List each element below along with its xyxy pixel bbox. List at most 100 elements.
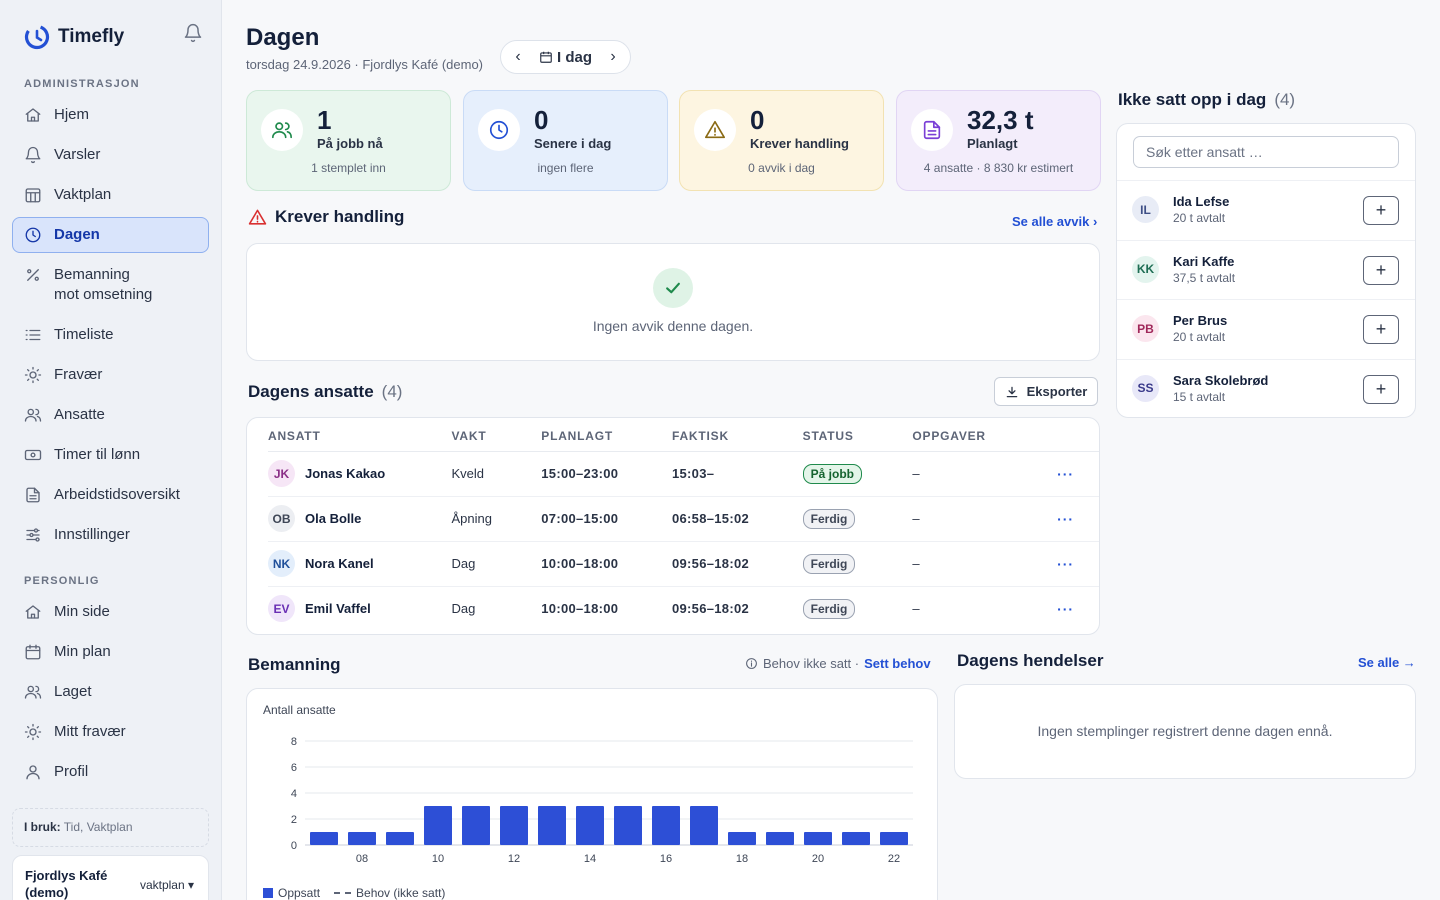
avatar: PB [1132, 315, 1159, 342]
prev-day-chevron-icon[interactable]: ‹ [515, 48, 521, 65]
x-tick-label: 14 [584, 853, 596, 865]
deviations-empty-text: Ingen avvik denne dagen. [592, 318, 754, 334]
stat-card-planlagt[interactable]: 32,3 t Planlagt 4 ansatte · 8 830 kr estim… [896, 90, 1101, 191]
unassigned-hours: 37,5 t avtalt [1173, 270, 1236, 285]
list-item: IL Ida Lefse 20 t avtalt + [1117, 180, 1415, 239]
sidebar-item-vaktplan[interactable]: Vaktplan [12, 177, 209, 213]
unassigned-title: Ikke satt opp i dag [1118, 90, 1267, 109]
row-actions-ellipsis-icon[interactable]: ··· [1057, 510, 1075, 527]
sidebar-item-min-plan[interactable]: Min plan [12, 634, 209, 670]
unassigned-hours: 20 t avtalt [1173, 211, 1226, 225]
unassigned-name: Ida Lefse [1173, 194, 1230, 209]
sidebar-item-fravaer[interactable]: Fravær [12, 357, 209, 393]
info-icon [746, 658, 757, 669]
stat-card-pa-jobb-na[interactable]: 1 På jobb nå 1 stemplet inn [246, 90, 451, 191]
employee-cell: JK Jonas Kakao [268, 460, 452, 487]
sidebar-item-varsler[interactable]: Varsler [12, 137, 209, 173]
row-actions-ellipsis-icon[interactable]: ··· [1057, 555, 1075, 572]
add-to-shift-button[interactable]: + [1363, 374, 1399, 404]
document-icon [26, 487, 40, 503]
chart-title: Antall ansatte [263, 703, 336, 717]
brand[interactable]: Timefly [24, 24, 124, 50]
sidebar-item-label: Timer til lønn [54, 446, 141, 463]
sidebar-item-hjem[interactable]: Hjem [12, 97, 209, 133]
avatar: EV [268, 595, 295, 623]
x-tick-label: 16 [660, 853, 672, 865]
y-tick-label: 0 [291, 840, 297, 852]
sidebar-item-arbeidstidsoversikt[interactable]: Arbeidstidsoversikt [12, 477, 209, 513]
stat-icon-wrap [911, 109, 953, 151]
document-icon [923, 120, 941, 140]
sidebar-item-laget[interactable]: Laget [12, 674, 209, 710]
sidebar-item-label: Laget [54, 683, 92, 700]
set-need-link[interactable]: Sett behov [864, 656, 931, 671]
stat-card-krever-handling[interactable]: 0 Krever handling 0 avvik i dag [679, 90, 884, 191]
planned-cell: 10:00–18:00 [541, 601, 619, 617]
table-row[interactable]: OB Ola Bolle Åpning 07:00–15:00 06:58–15:02 F… [268, 496, 1099, 542]
employee-name[interactable]: Ola Bolle [305, 511, 362, 526]
employee-search-input[interactable] [1133, 136, 1399, 168]
table-row[interactable]: JK Jonas Kakao Kveld 15:00–23:00 15:03– På jo… [268, 451, 1099, 497]
bar [880, 832, 908, 845]
x-tick-label: 20 [812, 853, 824, 865]
sidebar-item-min-side[interactable]: Min side [12, 594, 209, 630]
row-actions-ellipsis-icon[interactable]: ··· [1057, 465, 1075, 482]
sidebar-item-innstillinger[interactable]: Innstillinger [12, 517, 209, 553]
employee-name[interactable]: Nora Kanel [305, 556, 374, 571]
export-button[interactable]: Eksporter [994, 377, 1098, 406]
events-title: Dagens hendelser [957, 651, 1104, 670]
stat-card-senere-i-dag[interactable]: 0 Senere i dag ingen flere [463, 90, 668, 191]
bar [804, 832, 832, 845]
sidebar-item-dagen[interactable]: Dagen [12, 217, 209, 253]
employee-name[interactable]: Emil Vaffel [305, 601, 371, 617]
org-plan: vaktplan ▾ [139, 878, 194, 892]
y-tick-label: 6 [291, 762, 297, 774]
sidebar-item-label: Vaktplan [54, 186, 112, 203]
clock-icon [489, 120, 509, 140]
see-all-events-link[interactable]: Se alle → [1358, 655, 1416, 670]
employees-title: Dagens ansatte [248, 382, 374, 401]
x-tick-label: 08 [356, 853, 368, 865]
legend-need: Behov (ikke satt) [334, 886, 445, 900]
row-actions-ellipsis-icon[interactable]: ··· [1057, 600, 1075, 617]
sidebar-item-timer-til-lonn[interactable]: Timer til lønn [12, 437, 209, 473]
table-row[interactable]: NK Nora Kanel Dag 10:00–18:00 09:56–18:02 Fer… [268, 541, 1099, 587]
sidebar-item-label: Profil [54, 763, 89, 780]
unassigned-hours: 20 t avtalt [1173, 330, 1226, 344]
avatar: JK [268, 460, 295, 487]
unassigned-name: Per Brus [1173, 313, 1228, 328]
employee-name[interactable]: Jonas Kakao [305, 466, 386, 481]
sidebar-item-label: Ansatte [54, 406, 105, 423]
bar [500, 806, 528, 845]
table-row[interactable]: EV Emil Vaffel Dag 10:00–18:00 09:56–18:02 Fe… [268, 586, 1099, 631]
legend-staffed-swatch [263, 888, 273, 898]
column-header-faktisk: FAKTISK [671, 418, 803, 452]
add-to-shift-button[interactable]: + [1363, 196, 1399, 225]
status-badge: Ferdig [802, 508, 856, 529]
next-day-chevron-icon[interactable]: › [610, 48, 616, 65]
today-button[interactable]: I dag [539, 49, 592, 66]
list-item: SS Sara Skolebrød 15 t avtalt + [1117, 358, 1415, 418]
planned-cell: 15:00–23:00 [541, 451, 672, 497]
add-to-shift-button[interactable]: + [1363, 255, 1399, 285]
legend-need-label: Behov (ikke satt) [356, 886, 446, 900]
brand-name: Timefly [58, 26, 125, 47]
list-item: KK Kari Kaffe 37,5 t avtalt + [1117, 239, 1415, 299]
check-circle [653, 268, 693, 308]
sun-icon [24, 366, 42, 384]
sidebar-item-bemanning-mot-omsetning[interactable]: Bemanning mot omsetning [12, 257, 209, 313]
notifications-bell-icon[interactable] [183, 23, 203, 43]
add-to-shift-button[interactable]: + [1363, 315, 1399, 344]
sidebar-item-profil[interactable]: Profil [12, 754, 209, 790]
bar [310, 832, 338, 845]
legend-staffed: Oppsatt [263, 886, 320, 900]
see-all-deviations-link[interactable]: Se alle avvik › [1012, 214, 1098, 229]
sidebar-item-timeliste[interactable]: Timeliste [12, 317, 209, 353]
org-switcher[interactable]: Fjordlys Kafé (demo) vaktplan ▾ [12, 855, 209, 900]
sidebar-item-mitt-fravaer[interactable]: Mitt fravær [12, 714, 209, 750]
percent-icon [27, 269, 39, 281]
shift-cell: Dag [451, 601, 476, 617]
stat-value: 0 [750, 105, 765, 135]
sidebar-item-ansatte[interactable]: Ansatte [12, 397, 209, 433]
stat-label: På jobb nå [317, 136, 383, 151]
